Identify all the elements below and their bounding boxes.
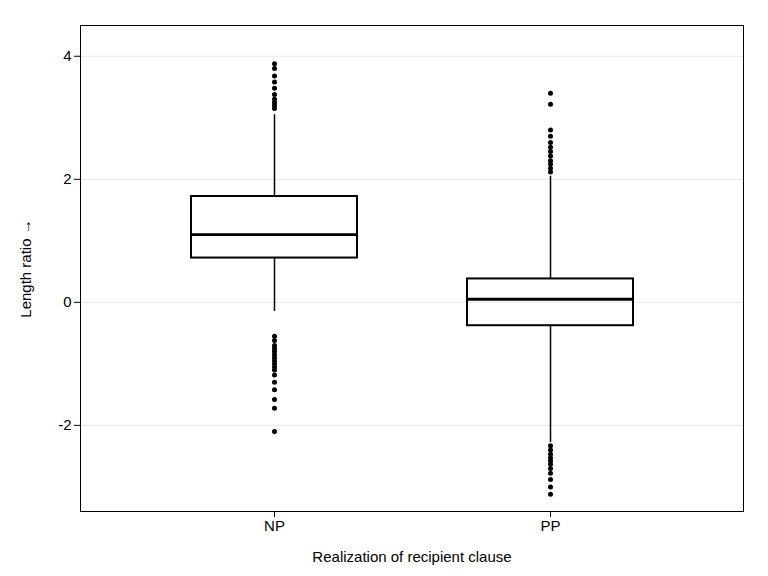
svg-text:0: 0	[63, 293, 71, 310]
svg-text:4: 4	[63, 47, 71, 64]
svg-text:PP: PP	[540, 517, 560, 534]
svg-text:NP: NP	[264, 517, 285, 534]
svg-text:Length ratio →: Length ratio →	[17, 219, 34, 317]
svg-text:2: 2	[63, 170, 71, 187]
svg-text:Realization of recipient claus: Realization of recipient clause	[312, 548, 511, 565]
svg-text:-2: -2	[58, 416, 71, 433]
